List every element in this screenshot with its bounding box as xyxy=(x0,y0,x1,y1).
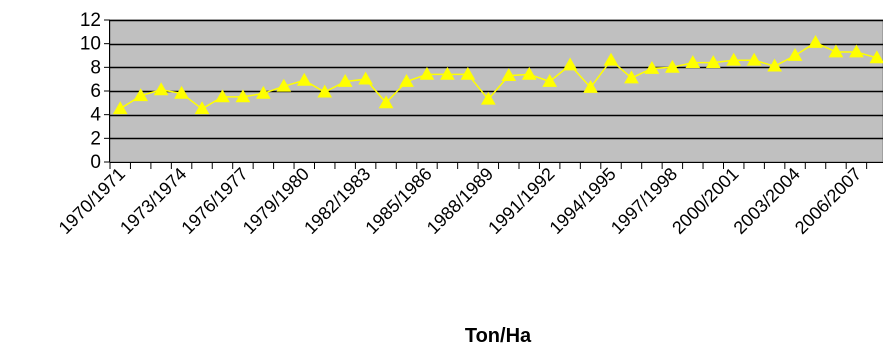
data-point-1971/1972 xyxy=(133,88,149,102)
data-point-1982/1983 xyxy=(358,71,373,85)
series-ton-per-ha xyxy=(112,34,883,115)
data-point-1996/1997 xyxy=(644,61,660,74)
y-axis: 0 24 6 810 12 xyxy=(80,10,110,173)
y-tick-label: 2 xyxy=(90,128,101,149)
data-point-2001/2002 xyxy=(746,52,762,66)
data-point-1987/1988 xyxy=(460,66,476,80)
data-point-1985/1986 xyxy=(419,66,435,80)
data-point-2005/2006 xyxy=(828,44,844,58)
data-point-1991/1992 xyxy=(542,74,558,87)
data-point-1989/1990 xyxy=(501,68,517,81)
data-point-1988/1989 xyxy=(480,91,496,105)
y-tick-label: 4 xyxy=(90,105,101,126)
data-point-1994/1995 xyxy=(603,52,619,66)
data-point-1990/1991 xyxy=(521,66,537,80)
data-point-1973/1974 xyxy=(174,85,189,99)
data-point-1983/1984 xyxy=(378,95,394,109)
data-point-1974/1975 xyxy=(194,101,210,115)
y-tick-label: 0 xyxy=(90,152,101,173)
data-point-2004/2005 xyxy=(808,34,823,48)
data-point-1986/1987 xyxy=(440,66,455,80)
data-point-1995/1996 xyxy=(624,70,639,84)
data-point-2002/2003 xyxy=(767,58,782,72)
gridlines xyxy=(110,19,883,140)
x-axis: 1970/19711973/19741976/19771979/19801982… xyxy=(55,162,883,238)
data-point-1997/1998 xyxy=(665,59,680,73)
data-point-1976/1977 xyxy=(235,89,251,103)
x-tick-label: 2006/2007 xyxy=(791,164,865,238)
y-tick-label: 8 xyxy=(90,57,101,78)
data-point-1992/1993 xyxy=(562,57,578,71)
y-tick-label: 10 xyxy=(80,34,101,55)
x-axis-title: Ton/Ha xyxy=(465,325,532,347)
data-point-1977/1978 xyxy=(256,85,271,99)
data-point-2000/2001 xyxy=(726,52,742,66)
data-point-1975/1976 xyxy=(215,89,230,103)
data-point-1970/1971 xyxy=(112,101,128,115)
data-point-1999/2000 xyxy=(705,55,721,68)
data-point-1998/1999 xyxy=(685,55,701,68)
data-point-1993/1994 xyxy=(583,79,598,93)
data-point-1980/1981 xyxy=(317,84,333,98)
data-point-2006/2007 xyxy=(849,44,864,58)
y-tick-label: 12 xyxy=(80,10,101,31)
y-tick-label: 6 xyxy=(90,81,101,102)
data-point-1972/1973 xyxy=(153,82,169,96)
data-point-2007/2008 xyxy=(869,50,883,64)
data-point-1984/1985 xyxy=(399,74,414,87)
data-point-1979/1980 xyxy=(296,72,312,86)
data-point-1978/1979 xyxy=(276,78,292,92)
data-point-1981/1982 xyxy=(337,74,353,87)
data-point-2003/2004 xyxy=(787,47,803,61)
